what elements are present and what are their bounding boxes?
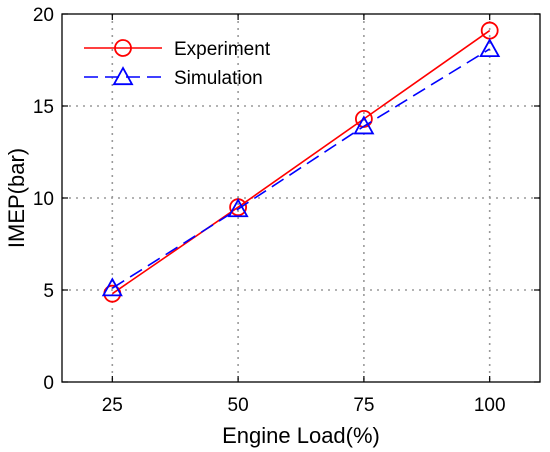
y-axis-label: IMEP(bar) (4, 148, 29, 248)
series-experiment (103, 21, 499, 303)
legend-label: Simulation (174, 68, 263, 89)
x-tick-label: 100 (474, 395, 506, 416)
series-layer (101, 21, 501, 303)
axis-ticks: 25 50 75 100 0 5 10 15 20 (33, 5, 540, 416)
y-tick-label: 20 (33, 5, 54, 26)
series-simulation (101, 38, 501, 297)
legend-label: Experiment (174, 39, 271, 60)
series-line (111, 48, 491, 289)
y-tick-label: 0 (43, 373, 54, 394)
y-tick-label: 15 (33, 97, 54, 118)
data-point (353, 115, 375, 135)
data-point (227, 198, 249, 218)
legend: Experiment Simulation (84, 39, 271, 89)
data-point (101, 277, 123, 297)
data-point (479, 38, 501, 58)
grid-lines (62, 14, 540, 382)
legend-marker (114, 39, 132, 57)
y-tick-label: 5 (43, 281, 54, 302)
x-tick-label: 25 (102, 395, 123, 416)
x-tick-label: 75 (353, 395, 374, 416)
series-line (111, 29, 491, 295)
y-tick-label: 10 (33, 189, 54, 210)
x-tick-label: 50 (228, 395, 249, 416)
x-axis-label: Engine Load(%) (222, 423, 380, 448)
legend-marker (112, 66, 134, 86)
